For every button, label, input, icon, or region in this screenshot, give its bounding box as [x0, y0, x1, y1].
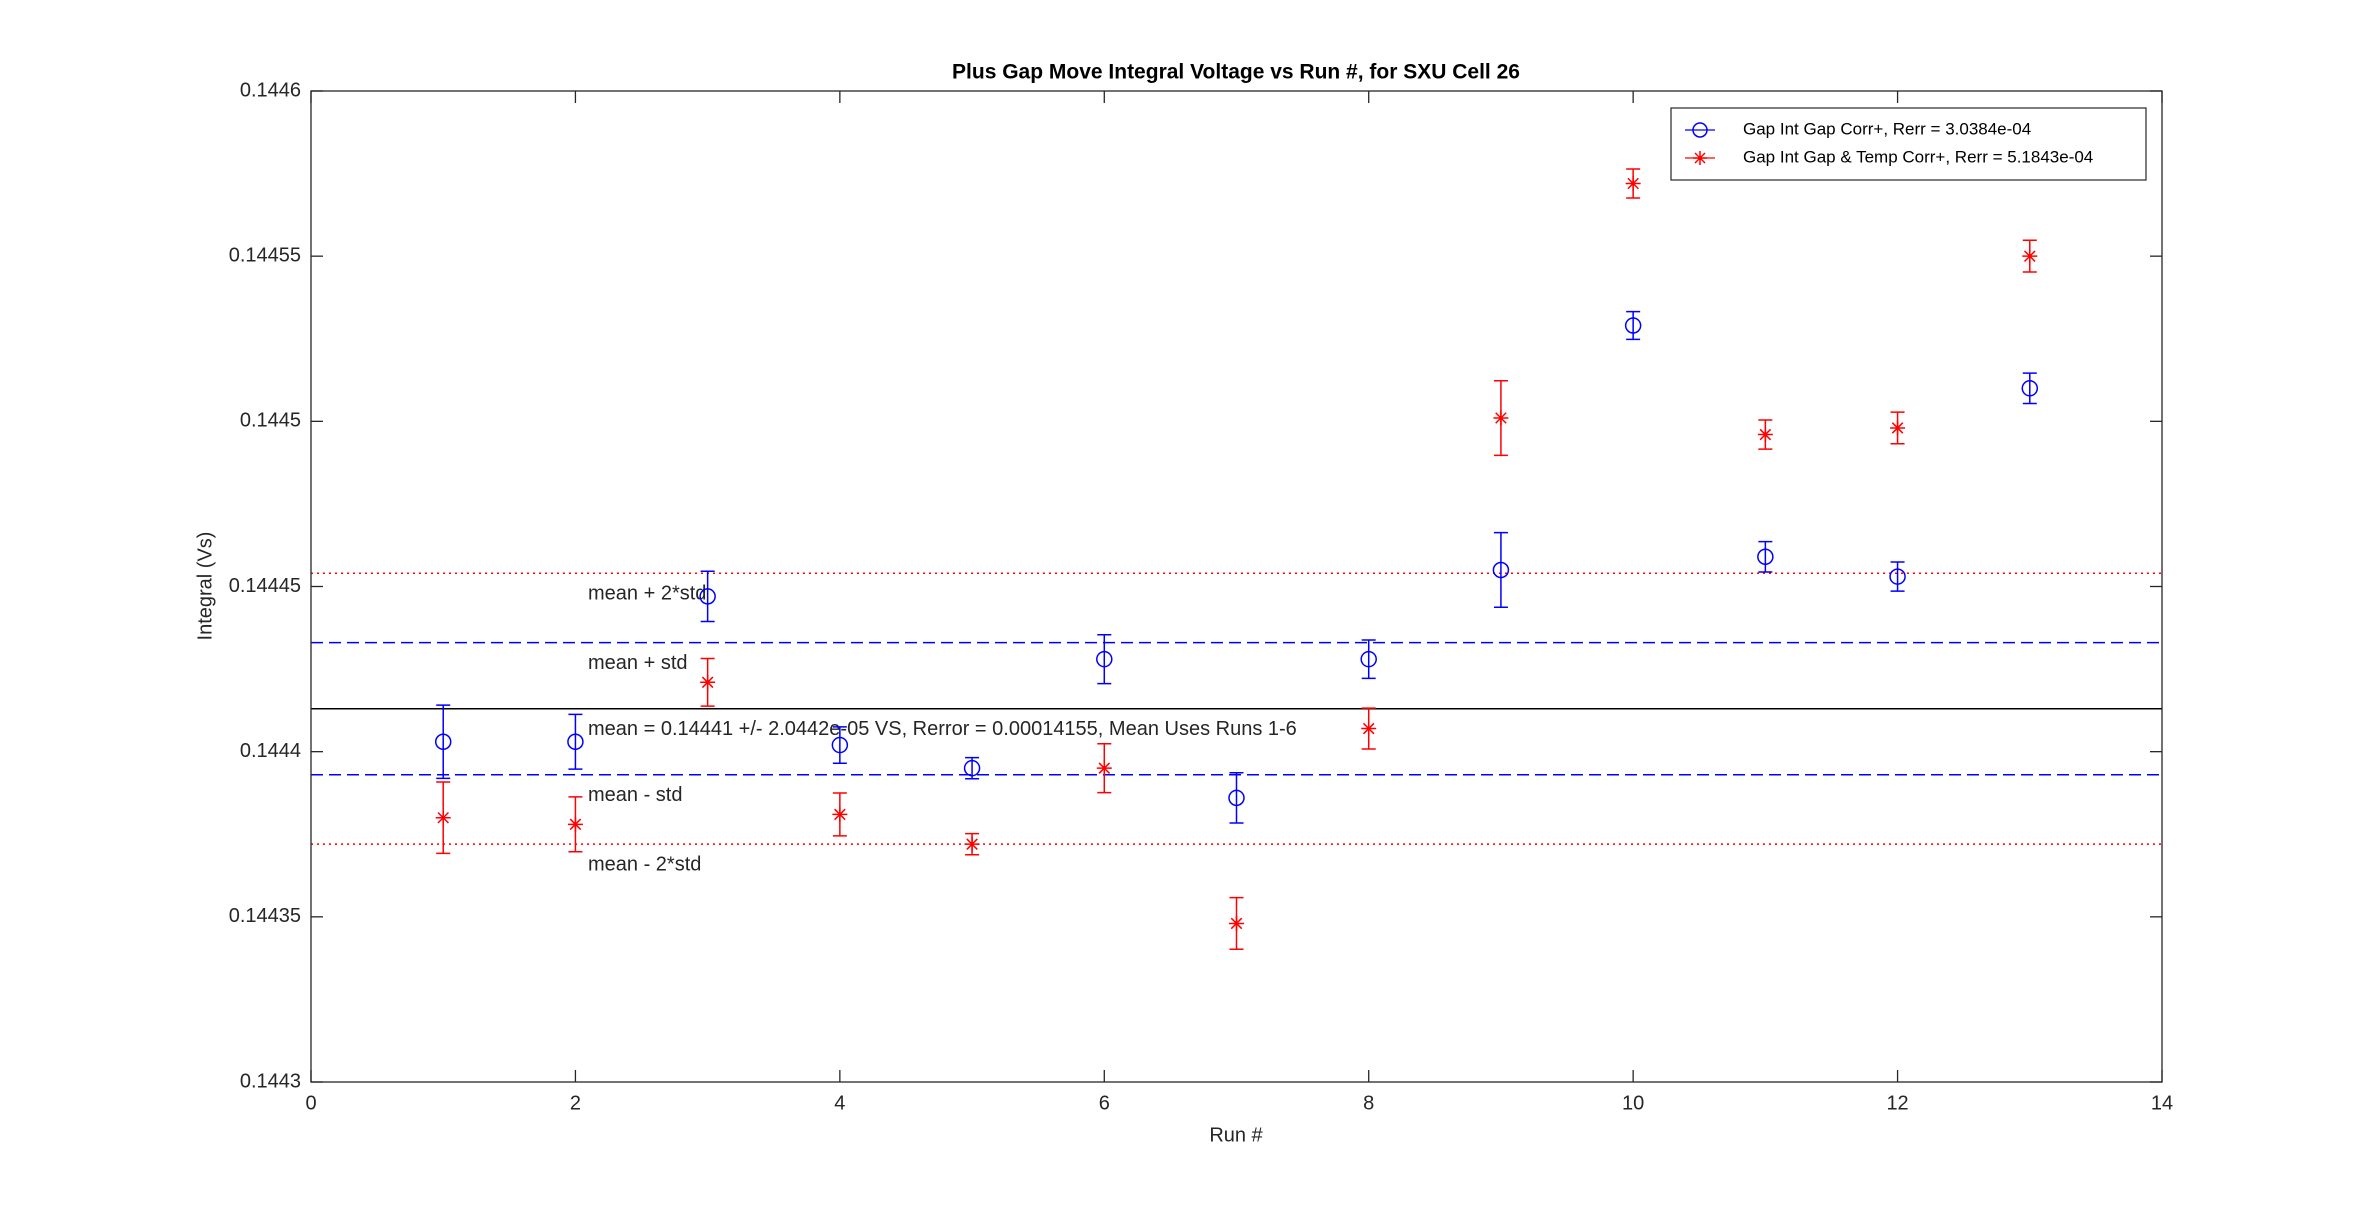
data-point: [434, 733, 452, 751]
x-tick-label: 6: [1099, 1092, 1110, 1114]
legend-item: Gap Int Gap Corr+, Rerr = 3.0384e-04: [1685, 119, 2031, 138]
error-bar: [1361, 639, 1376, 680]
error-bar: [1229, 772, 1244, 824]
x-tick-label: 2: [570, 1092, 581, 1114]
data-point: [831, 736, 849, 754]
reference-label: mean - std: [588, 784, 682, 806]
series: [434, 310, 2039, 824]
data-point: [964, 836, 980, 852]
error-bar: [1758, 540, 1773, 573]
data-point: [1096, 760, 1112, 776]
x-tick-label: 0: [305, 1092, 316, 1114]
y-tick-label: 0.1446: [240, 79, 301, 101]
x-tick-label: 12: [1886, 1092, 1908, 1114]
x-axis-label: Run #: [1209, 1124, 1263, 1146]
reference-label: mean + std: [588, 652, 688, 674]
y-axis-label: Integral (Vs): [194, 532, 216, 641]
error-bar: [568, 713, 583, 770]
legend-label: Gap Int Gap & Temp Corr+, Rerr = 5.1843e…: [1743, 147, 2093, 166]
data-point: [699, 588, 716, 605]
reference-label: mean - 2*std: [588, 853, 701, 875]
data-point: [2022, 248, 2038, 264]
reference-label: mean = 0.14441 +/- 2.0442e-05 VS, Rerror…: [588, 718, 1297, 740]
error-bar: [436, 704, 451, 780]
data-point: [1229, 915, 1244, 931]
data-point: [1096, 650, 1113, 668]
error-bar: [1097, 633, 1112, 685]
data-point: [567, 733, 584, 751]
data-point: [1360, 650, 1377, 668]
legend-marker: [1693, 151, 1707, 165]
data-point: [1625, 175, 1641, 191]
data-point: [2021, 380, 2039, 397]
y-tick-label: 0.1444: [240, 740, 301, 762]
x-tick-label: 14: [2151, 1092, 2173, 1114]
error-bar: [832, 726, 847, 764]
data-point: [1624, 317, 1642, 334]
x-tick-label: 10: [1622, 1092, 1644, 1114]
data-point: [1889, 568, 1906, 585]
error-bar: [2022, 372, 2037, 405]
error-bar: [1626, 310, 1641, 341]
y-tick-label: 0.14435: [229, 905, 301, 927]
data-point: [1890, 420, 1906, 436]
y-tick-label: 0.1443: [240, 1070, 301, 1092]
data-point: [1492, 561, 1510, 579]
data-point: [567, 816, 583, 832]
data-point: [1493, 410, 1509, 426]
legend-item: Gap Int Gap & Temp Corr+, Rerr = 5.1843e…: [1685, 147, 2093, 166]
data-point: [1228, 789, 1245, 807]
data-point: [963, 759, 981, 777]
data-point: [1757, 427, 1773, 443]
data-point: [1361, 721, 1377, 737]
legend-label: Gap Int Gap Corr+, Rerr = 3.0384e-04: [1743, 119, 2031, 138]
x-tick-label: 8: [1363, 1092, 1374, 1114]
data-point: [435, 810, 451, 826]
reference-label: mean + 2*std: [588, 583, 706, 605]
error-bar: [1493, 531, 1508, 609]
x-tick-label: 4: [834, 1092, 845, 1114]
y-tick-label: 0.14455: [229, 244, 301, 266]
error-bar: [700, 570, 715, 623]
data-point: [700, 674, 716, 690]
data-point: [832, 806, 848, 822]
legend-box: [1670, 107, 2147, 181]
data-point: [1757, 548, 1774, 566]
y-tick-label: 0.14445: [229, 575, 301, 597]
legend-marker: [1692, 122, 1708, 138]
error-bar: [1890, 561, 1905, 592]
series: [435, 168, 2038, 950]
y-tick-label: 0.1445: [240, 410, 301, 432]
chart-title: Plus Gap Move Integral Voltage vs Run #,…: [952, 61, 1520, 84]
